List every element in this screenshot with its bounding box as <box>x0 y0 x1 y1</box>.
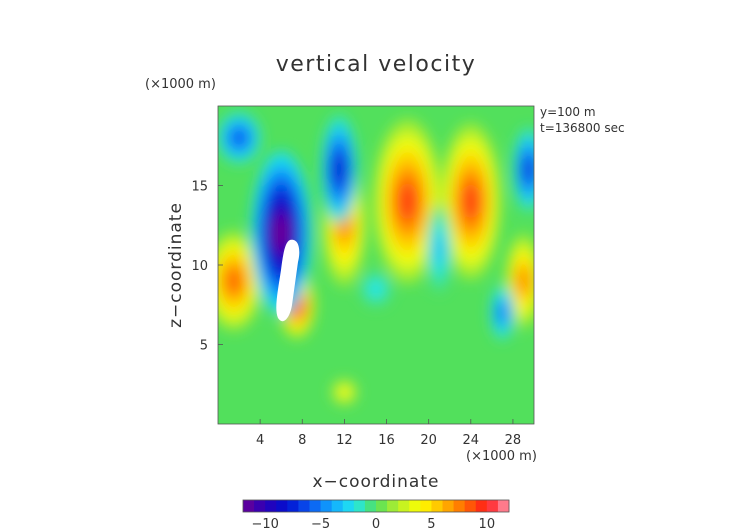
colorbar-swatch <box>287 500 299 512</box>
colorbar-swatch <box>431 500 443 512</box>
x-tick-label: 12 <box>336 433 353 448</box>
colorbar-swatch <box>320 500 333 512</box>
colorbar-swatch <box>387 500 399 512</box>
colorbar-swatch <box>475 500 488 512</box>
updraft-contour-0-4 <box>225 267 243 295</box>
x-tick-label: 8 <box>298 433 306 448</box>
colorbar-swatch <box>309 500 321 512</box>
colorbar-tick-label: −10 <box>251 517 278 532</box>
colorbar-swatch <box>342 500 355 512</box>
colorbar <box>242 499 510 513</box>
colorbar-swatch <box>409 500 421 512</box>
colorbar-frame <box>242 499 510 513</box>
downdraft-contour-9-4 <box>433 237 445 262</box>
colorbar-tick-label: 0 <box>372 517 380 532</box>
colorbar-swatch <box>497 500 510 512</box>
x-tick-label: 20 <box>420 433 437 448</box>
colorbar-swatch <box>420 500 432 512</box>
colorbar-tick-label: 5 <box>427 517 435 532</box>
colorbar-swatch <box>453 500 466 512</box>
y-tick-label: 15 <box>191 180 208 195</box>
downdraft-contour-7-4 <box>231 129 247 147</box>
x-axis-label: x−coordinate <box>313 472 440 492</box>
colorbar-swatch <box>254 500 266 512</box>
colorbar-swatch <box>353 500 366 512</box>
annotation-t: t=136800 sec <box>540 121 625 135</box>
x-axis: 4 8 12 16 20 24 28 <box>256 419 521 448</box>
colorbar-tick-label: 10 <box>479 517 496 532</box>
colorbar-swatch <box>398 500 410 512</box>
chart-title: vertical velocity <box>276 52 477 77</box>
colorbar-tick-label: −5 <box>311 517 330 532</box>
downdraft-contour-12-4 <box>369 282 383 296</box>
plot-area <box>217 105 535 425</box>
colorbar-swatch <box>442 500 454 512</box>
colorbar-swatch <box>331 500 344 512</box>
downdraft-contour-6-4 <box>272 213 291 253</box>
updraft-contour-4-4 <box>461 182 480 221</box>
x-tick-label: 28 <box>505 433 522 448</box>
y-tick-label: 5 <box>200 339 208 354</box>
colorbar-swatch <box>486 500 499 512</box>
y-unit-label: (×1000 m) <box>145 77 216 92</box>
x-unit-label: (×1000 m) <box>466 449 537 464</box>
x-tick-label: 24 <box>463 433 480 448</box>
annotation-y: y=100 m <box>540 105 596 119</box>
missing-data-region <box>276 239 300 322</box>
downdraft-contour-11-4 <box>496 303 508 322</box>
updraft-contour-3-4 <box>397 181 418 221</box>
updraft-contour-5-4 <box>516 268 531 294</box>
y-axis-label: z−coordinate <box>166 202 186 328</box>
x-tick-label: 16 <box>378 433 395 448</box>
colorbar-swatch <box>243 500 255 512</box>
colorbar-swatch <box>364 500 377 512</box>
updraft-contour-13-4 <box>338 386 351 399</box>
colorbar-ticks: −10 −5 0 5 10 <box>251 517 495 532</box>
downdraft-contour-8-4 <box>332 155 346 184</box>
colorbar-swatch <box>298 500 310 512</box>
colorbar-swatch <box>464 500 477 512</box>
colorbar-swatch <box>265 500 277 512</box>
colorbar-swatch <box>276 500 288 512</box>
downdraft-contour-10-4 <box>522 158 534 182</box>
y-tick-label: 10 <box>191 259 208 274</box>
x-tick-label: 4 <box>256 433 264 448</box>
colorbar-swatch <box>376 500 388 512</box>
y-axis: 5 10 15 <box>191 180 223 354</box>
contour-field <box>218 111 534 406</box>
